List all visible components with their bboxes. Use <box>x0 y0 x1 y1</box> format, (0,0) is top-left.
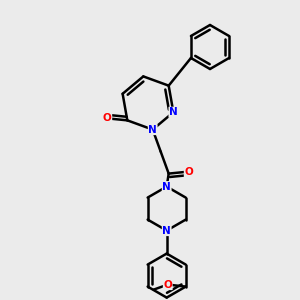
Text: N: N <box>148 124 157 135</box>
Text: N: N <box>169 107 178 117</box>
Text: O: O <box>164 280 172 290</box>
Text: N: N <box>162 182 171 192</box>
Text: O: O <box>184 167 193 177</box>
Text: O: O <box>103 113 112 123</box>
Text: N: N <box>162 226 171 236</box>
